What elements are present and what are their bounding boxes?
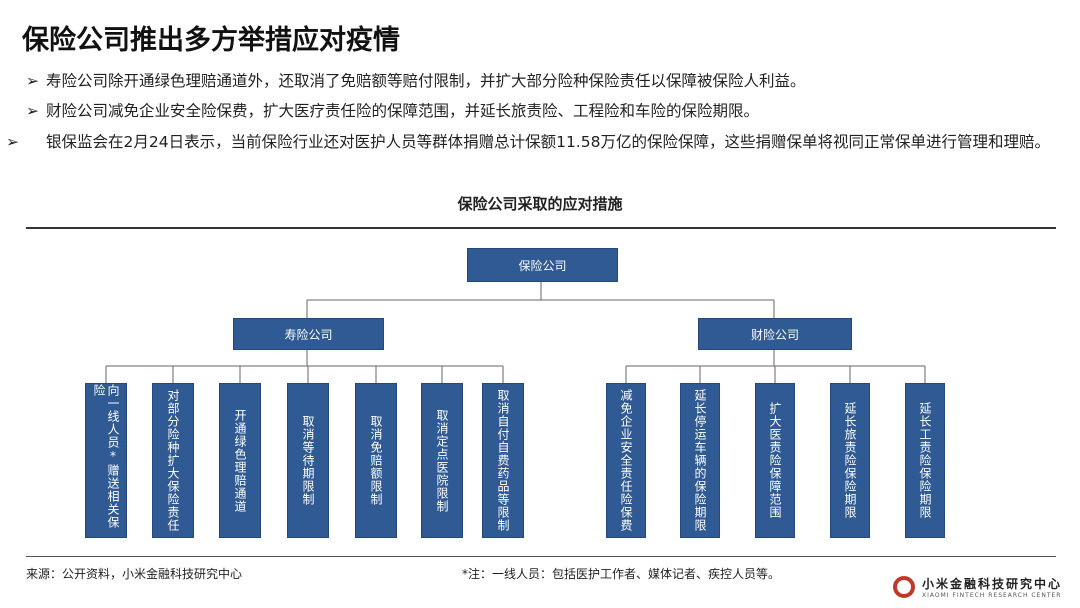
bullet-text: 寿险公司除开通绿色理赔通道外，还取消了免赔额等赔付限制，并扩大部分险种保险责任以… [46, 72, 806, 90]
divider [26, 227, 1056, 229]
measure-node: 减免企业安全责任险保费 [606, 383, 646, 538]
bullet-1: ➢ 寿险公司除开通绿色理赔通道外，还取消了免赔额等赔付限制，并扩大部分险种保险责任… [26, 70, 1056, 92]
source: 来源：公开资料，小米金融科技研究中心 [26, 567, 243, 581]
measure-node: 延长工责险保险期限 [905, 383, 945, 538]
arrow-icon: ➢ [26, 102, 39, 120]
arrow-icon: ➢ [26, 72, 39, 90]
chart-title: 保险公司采取的应对措施 [457, 195, 623, 213]
bullet-2: ➢ 财险公司减免企业安全险保费，扩大医疗责任险的保障范围，并延长旅责险、工程险和车… [26, 100, 1056, 122]
bullet-text: 银保监会在2月24日表示，当前保险行业还对医护人员等群体捐赠总计保额11.58万… [46, 133, 1050, 151]
measure-node: 对部分险种扩大保险责任 [152, 383, 194, 538]
measure-node: 扩大医责险保障范围 [755, 383, 795, 538]
bullet-text: 财险公司减免企业安全险保费，扩大医疗责任险的保障范围，并延长旅责险、工程险和车险… [46, 102, 760, 120]
measure-node: 取消定点医院限制 [421, 383, 463, 538]
life-insurer-node: 寿险公司 [233, 318, 384, 350]
measure-node: 延长旅责险保险期限 [830, 383, 870, 538]
logo-icon [893, 576, 915, 598]
root-node: 保险公司 [467, 248, 618, 282]
measure-node: 延长停运车辆的保险期限 [680, 383, 720, 538]
property-insurer-node: 财险公司 [698, 318, 852, 350]
footnote: *注：一线人员：包括医护工作者、媒体记者、疾控人员等。 [462, 567, 781, 581]
page-title: 保险公司推出多方举措应对疫情 [22, 25, 400, 56]
logo-cn: 小米金融科技研究中心 [922, 577, 1063, 591]
measure-node: 取消等待期限制 [287, 383, 329, 538]
bullet-3: ➢ 银保监会在2月24日表示，当前保险行业还对医护人员等群体捐赠总计保额11.58… [6, 131, 1056, 153]
measure-node: 向一线人员*赠送相关保险 [85, 383, 127, 538]
arrow-icon: ➢ [6, 133, 19, 151]
logo-en: XIAOMI FINTECH RESEARCH CENTER [922, 592, 1062, 599]
footer-divider [26, 556, 1056, 557]
measure-node: 取消自付自费药品等限制 [482, 383, 524, 538]
measure-node: 取消免赔额限制 [355, 383, 397, 538]
measure-node: 开通绿色理赔通道 [219, 383, 261, 538]
